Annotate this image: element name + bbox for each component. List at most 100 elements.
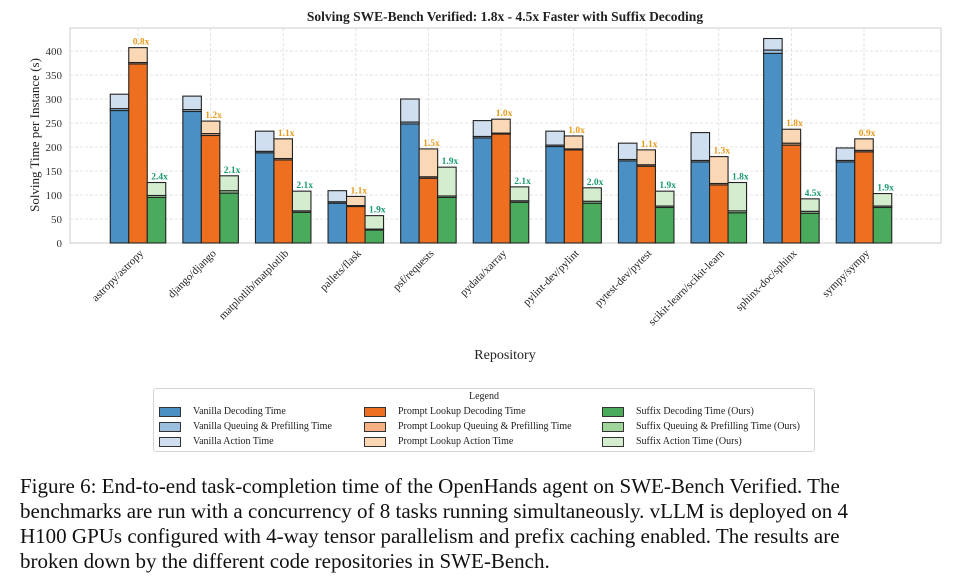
prompt-lookup-action-segment — [781, 128, 802, 144]
legend-label: Prompt Lookup Decoding Time — [398, 406, 526, 417]
vanilla-decoding-segment — [327, 202, 348, 244]
suffix-decoding-segment — [509, 201, 530, 244]
legend-label: Vanilla Action Time — [193, 436, 274, 447]
x-tick-label: sphinx-doc/sphinx — [734, 247, 800, 313]
legend-label: Suffix Queuing & Prefilling Time (Ours) — [636, 421, 800, 432]
legend-entry: Vanilla Action Time — [159, 436, 274, 447]
legend-swatch — [602, 436, 624, 447]
suffix-action-segment — [291, 190, 312, 212]
prompt-lookup-speedup-label: 1.5x — [423, 139, 440, 149]
prompt-lookup-decoding-segment — [491, 133, 511, 244]
vanilla-decoding-segment — [617, 160, 638, 244]
legend-swatch — [159, 436, 181, 447]
vanilla-decoding-segment — [109, 109, 130, 244]
suffix-decoding-segment — [437, 196, 457, 244]
x-tick-label: scikit-learn/scikit-learn — [646, 247, 727, 328]
prompt-lookup-decoding-segment — [345, 205, 366, 244]
chart-title: Solving SWE-Bench Verified: 1.8x - 4.5x … — [307, 9, 703, 24]
prompt-lookup-decoding-segment — [563, 149, 584, 244]
caption-line: broken down by the different code reposi… — [20, 549, 550, 573]
legend-entry: Vanilla Queuing & Prefilling Time — [159, 421, 332, 432]
suffix-action-segment — [800, 198, 820, 212]
legend-label: Vanilla Decoding Time — [193, 406, 286, 417]
prompt-lookup-action-segment — [418, 148, 439, 178]
x-tick-label: django/django — [166, 247, 219, 300]
legend-swatch — [364, 421, 386, 432]
prompt-lookup-decoding-segment — [854, 151, 874, 244]
x-tick-label: astropy/astropy — [90, 247, 147, 304]
suffix-action-segment — [437, 166, 457, 197]
x-tick-label: matplotlib/matplotlib — [217, 247, 292, 322]
legend-entry: Suffix Queuing & Prefilling Time (Ours) — [602, 421, 800, 432]
prompt-lookup-decoding-segment — [781, 144, 802, 244]
y-axis-label: Solving Time per Instance (s) — [27, 58, 42, 212]
prompt-lookup-speedup-label: 1.8x — [786, 119, 803, 129]
legend-entry: Prompt Lookup Decoding Time — [364, 406, 526, 417]
prompt-lookup-speedup-label: 1.0x — [496, 109, 513, 119]
suffix-decoding-segment — [146, 196, 167, 244]
y-tick-label: 150 — [46, 166, 63, 178]
suffix-speedup-label: 2.1x — [296, 181, 313, 191]
x-tick-label: psf/requests — [391, 248, 437, 294]
vanilla-decoding-segment — [545, 145, 565, 244]
prompt-lookup-speedup-label: 0.8x — [133, 38, 150, 48]
vanilla-action-segment — [545, 130, 565, 146]
prompt-lookup-speedup-label: 1.1x — [278, 129, 295, 139]
suffix-speedup-label: 1.9x — [659, 181, 676, 191]
y-tick-label: 250 — [46, 118, 63, 130]
suffix-speedup-label: 1.9x — [442, 157, 459, 167]
caption-line: benchmarks are run with a concurrency of… — [20, 499, 848, 523]
prompt-lookup-speedup-label: 1.1x — [641, 140, 658, 150]
legend-label: Vanilla Queuing & Prefilling Time — [193, 421, 332, 432]
suffix-speedup-label: 4.5x — [805, 189, 822, 199]
prompt-lookup-action-segment — [345, 195, 366, 207]
stacked-bar-chart: Solving SWE-Bench Verified: 1.8x - 4.5x … — [27, 9, 942, 363]
suffix-action-segment — [654, 190, 675, 207]
legend-entry: Suffix Decoding Time (Ours) — [602, 406, 754, 417]
suffix-decoding-segment — [364, 229, 385, 244]
legend-label: Suffix Action Time (Ours) — [636, 436, 742, 447]
prompt-lookup-action-segment — [563, 135, 584, 150]
prompt-lookup-action-segment — [200, 120, 221, 135]
suffix-speedup-label: 2.1x — [224, 166, 241, 176]
vanilla-decoding-segment — [472, 137, 493, 244]
caption-line: H100 GPUs configured with 4-way tensor p… — [20, 524, 840, 548]
x-tick-label: pallets/flask — [318, 247, 364, 293]
suffix-action-segment — [509, 186, 530, 202]
x-tick-label: pytest-dev/pytest — [593, 248, 655, 310]
vanilla-action-segment — [109, 93, 130, 110]
suffix-speedup-label: 2.0x — [587, 178, 604, 188]
vanilla-action-segment — [835, 147, 856, 161]
vanilla-decoding-segment — [835, 161, 856, 244]
x-axis-label: Repository — [474, 348, 535, 363]
suffix-action-segment — [872, 193, 893, 207]
x-tick-label: pydata/xarray — [458, 247, 510, 299]
legend-title: Legend — [469, 391, 499, 402]
suffix-decoding-segment — [654, 206, 675, 244]
prompt-lookup-speedup-label: 1.0x — [568, 126, 585, 136]
vanilla-action-segment — [182, 95, 202, 111]
suffix-decoding-segment — [219, 192, 239, 244]
prompt-lookup-decoding-segment — [273, 159, 294, 244]
prompt-lookup-decoding-segment — [708, 184, 729, 244]
legend-swatch — [159, 421, 181, 432]
legend-label: Prompt Lookup Action Time — [398, 436, 514, 447]
prompt-lookup-action-segment — [636, 149, 657, 166]
legend-label: Suffix Decoding Time (Ours) — [636, 406, 754, 417]
vanilla-decoding-segment — [400, 123, 420, 244]
vanilla-action-segment — [472, 120, 493, 137]
prompt-lookup-speedup-label: 1.2x — [205, 111, 222, 121]
legend: Legend Vanilla Decoding Time Vanilla Queu… — [153, 388, 815, 452]
prompt-lookup-decoding-segment — [200, 134, 221, 244]
vanilla-action-segment — [400, 98, 420, 123]
vanilla-action-segment — [617, 142, 638, 161]
prompt-lookup-action-segment — [708, 156, 729, 185]
suffix-speedup-label: 1.9x — [877, 184, 894, 194]
legend-entry: Prompt Lookup Queuing & Prefilling Time — [364, 421, 572, 432]
legend-swatch — [602, 406, 624, 417]
suffix-action-segment — [219, 175, 239, 192]
y-tick-label: 0 — [57, 238, 63, 250]
suffix-action-segment — [727, 181, 748, 212]
suffix-speedup-label: 1.9x — [369, 206, 386, 216]
suffix-speedup-label: 2.1x — [514, 177, 531, 187]
